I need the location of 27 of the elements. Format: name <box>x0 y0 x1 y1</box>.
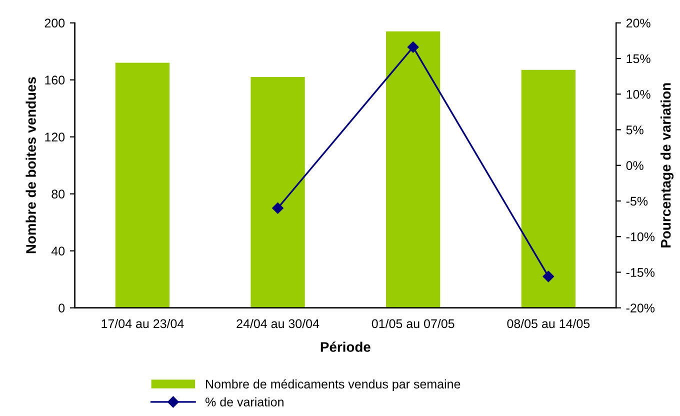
y-tick-label: 80 <box>52 190 65 199</box>
point <box>542 270 554 282</box>
y2-tick-label: -5% <box>626 196 648 206</box>
y2-tick-label: 15% <box>626 54 650 64</box>
y2-tick-label: 0% <box>626 161 644 170</box>
legend-label: Nombre de médicaments vendus par semaine <box>206 379 460 392</box>
y-tick-label: 160 <box>45 76 65 85</box>
y2-axis-title: Pourcentage de variation <box>660 83 674 248</box>
y2-tick-label: 5% <box>626 126 644 134</box>
y-tick-label: 200 <box>44 18 65 28</box>
y-tick-label: 120 <box>45 132 65 142</box>
y2-tick-label: 10% <box>626 90 650 99</box>
x-tick-label: 08/05 au 14/05 <box>507 318 590 328</box>
x-tick-label: 24/04 au 30/04 <box>236 318 320 328</box>
y-tick-label: 40 <box>51 246 65 256</box>
y2-tick-label: -15% <box>626 268 655 277</box>
x-axis-title: Période <box>320 342 370 352</box>
y2-tick-label: 20% <box>626 18 650 28</box>
legend-label: % de variation <box>205 397 284 406</box>
y2-tick-label: -10% <box>626 232 655 242</box>
point <box>407 41 419 53</box>
x-tick-label: 17/04 au 23/04 <box>102 318 184 328</box>
y-tick-label: 0 <box>58 304 65 312</box>
y2-tick-label: -20% <box>626 304 655 312</box>
x-tick-label: 01/05 au 07/05 <box>372 318 454 328</box>
point <box>272 202 284 214</box>
y-axis-title: Nombre de boites vendues <box>26 77 36 254</box>
